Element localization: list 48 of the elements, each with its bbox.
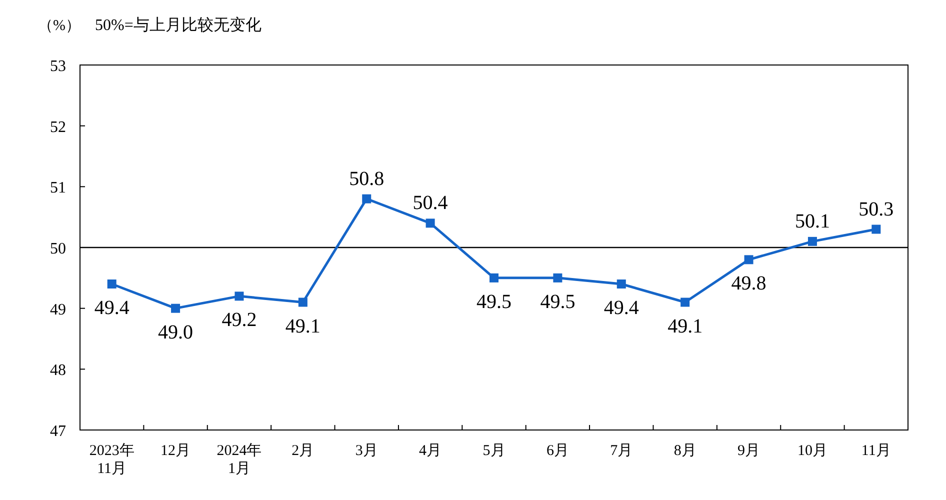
point <box>234 292 244 301</box>
x-tick-label: 10月 <box>797 443 828 459</box>
y-tick-label: 51 <box>50 180 66 197</box>
point <box>616 280 626 288</box>
text: 49.2 <box>222 309 257 332</box>
text: 49.5 <box>540 290 576 313</box>
text: 49.5 <box>476 290 512 313</box>
text: 50.1 <box>794 210 830 232</box>
x-tick-label: 12月 <box>160 443 191 459</box>
point <box>553 273 562 282</box>
text: 49.4 <box>604 297 639 319</box>
x-tick-label: 11月 <box>861 443 891 459</box>
x-tick-label: 7月 <box>610 443 633 459</box>
text: 49.4 <box>94 297 130 319</box>
point <box>107 280 116 288</box>
y-tick-label: 50 <box>50 240 66 258</box>
x-tick-label: 5月 <box>482 443 506 459</box>
y-axis-title: （%） <box>38 18 80 34</box>
x-tick-label: 2023年 11月 <box>89 442 134 477</box>
text: 49.8 <box>731 272 766 295</box>
point <box>490 273 498 282</box>
point <box>362 194 372 204</box>
x-tick-label: 6月 <box>546 443 569 459</box>
y-tick-label: 52 <box>50 118 66 136</box>
y-tick-label: 48 <box>50 362 66 380</box>
point <box>744 255 754 264</box>
point <box>298 298 308 307</box>
text: 50.4 <box>412 192 448 214</box>
y-tick-label: 53 <box>50 58 66 75</box>
y-tick-label: 49 <box>50 301 66 318</box>
x-tick-label: 2024年 1月 <box>216 442 262 477</box>
text: 50.8 <box>349 168 384 190</box>
text: 50.3 <box>858 198 894 220</box>
point <box>426 218 435 228</box>
text: 49.1 <box>668 315 703 338</box>
x-tick-label: 4月 <box>419 443 442 459</box>
text: 49.0 <box>158 321 194 344</box>
point <box>680 298 690 307</box>
x-tick-label: 2月 <box>292 443 314 459</box>
point <box>872 224 881 234</box>
x-tick-label: 3月 <box>355 443 378 459</box>
x-tick-label: 9月 <box>738 443 760 459</box>
text: 49.1 <box>285 315 320 338</box>
point <box>808 236 817 246</box>
text: 50%=与上月比较无变化 <box>95 16 262 34</box>
y-tick-label: 47 <box>50 423 66 440</box>
point <box>171 304 180 313</box>
x-tick-label: 8月 <box>674 443 696 459</box>
